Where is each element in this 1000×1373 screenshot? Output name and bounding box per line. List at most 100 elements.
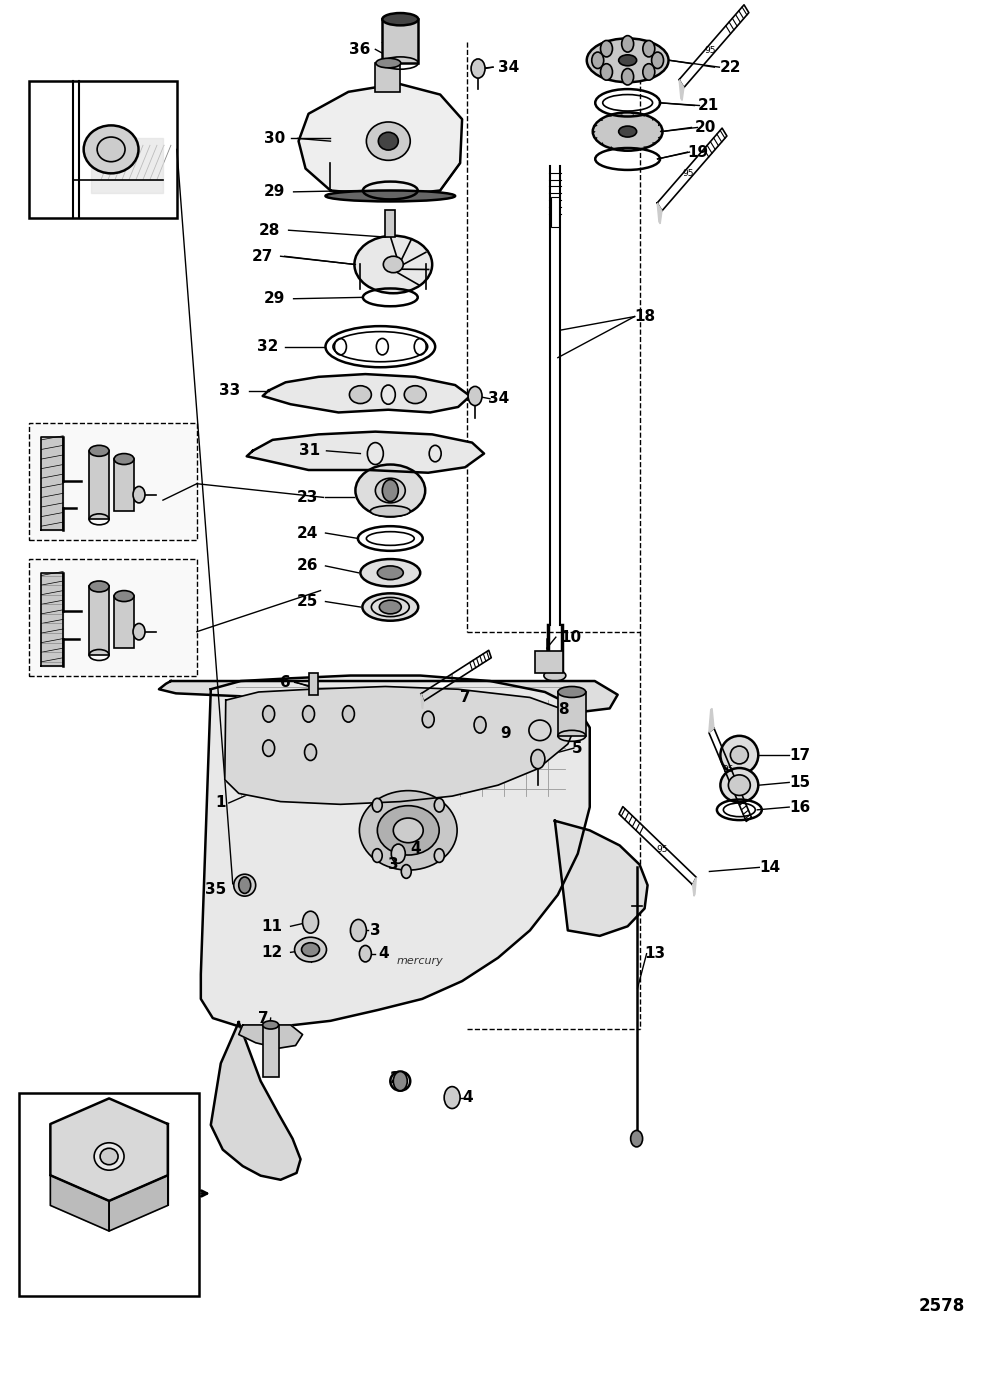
Text: 30: 30	[264, 130, 286, 146]
Ellipse shape	[720, 736, 758, 774]
Bar	[89, 586, 109, 655]
Ellipse shape	[89, 445, 109, 456]
Text: 20: 20	[694, 119, 716, 135]
Bar	[558, 692, 586, 736]
Polygon shape	[709, 708, 714, 732]
Circle shape	[303, 912, 319, 934]
Bar	[263, 1026, 279, 1076]
Text: 31: 31	[299, 443, 320, 459]
Ellipse shape	[587, 38, 669, 82]
Ellipse shape	[355, 464, 425, 516]
Text: 28: 28	[259, 222, 281, 238]
Ellipse shape	[377, 566, 403, 579]
Bar	[535, 651, 563, 673]
Ellipse shape	[263, 1022, 279, 1028]
Circle shape	[601, 40, 612, 56]
Ellipse shape	[558, 686, 586, 697]
Ellipse shape	[97, 137, 125, 162]
Text: 95: 95	[656, 846, 668, 854]
Polygon shape	[41, 437, 63, 530]
Text: 3: 3	[370, 923, 381, 938]
Text: 11: 11	[262, 919, 283, 934]
Text: mercury: mercury	[397, 956, 444, 965]
Text: 2: 2	[390, 1071, 400, 1086]
Polygon shape	[421, 693, 423, 708]
Ellipse shape	[100, 1148, 118, 1164]
Bar	[19, 1093, 199, 1296]
Ellipse shape	[89, 581, 109, 592]
Circle shape	[471, 59, 485, 78]
Ellipse shape	[234, 875, 256, 897]
Circle shape	[531, 750, 545, 769]
Ellipse shape	[728, 774, 750, 795]
Circle shape	[382, 479, 398, 501]
Bar	[29, 423, 197, 540]
Text: 95: 95	[722, 765, 734, 774]
Ellipse shape	[619, 55, 637, 66]
Ellipse shape	[376, 58, 401, 67]
Polygon shape	[555, 821, 648, 936]
Circle shape	[643, 63, 655, 80]
Text: 15: 15	[789, 774, 810, 789]
Polygon shape	[619, 806, 696, 884]
Bar	[29, 81, 177, 218]
Ellipse shape	[720, 768, 758, 802]
Bar	[375, 63, 400, 92]
Circle shape	[342, 706, 354, 722]
Circle shape	[592, 52, 604, 69]
Circle shape	[133, 623, 145, 640]
Text: 35: 35	[205, 881, 226, 897]
Ellipse shape	[302, 943, 320, 957]
Text: 36: 36	[349, 41, 370, 56]
Polygon shape	[679, 80, 684, 100]
Polygon shape	[225, 686, 575, 805]
Bar	[382, 19, 418, 63]
Ellipse shape	[114, 453, 134, 464]
Text: 4: 4	[410, 840, 421, 855]
Circle shape	[434, 849, 444, 862]
Ellipse shape	[378, 132, 398, 150]
Text: 29: 29	[264, 184, 286, 199]
Circle shape	[622, 69, 634, 85]
Ellipse shape	[619, 126, 637, 137]
Circle shape	[444, 1086, 460, 1108]
Text: 5: 5	[572, 740, 582, 755]
Circle shape	[239, 877, 251, 894]
Ellipse shape	[295, 938, 326, 962]
Ellipse shape	[349, 386, 371, 404]
Ellipse shape	[544, 670, 566, 681]
Text: 25: 25	[297, 595, 319, 610]
Polygon shape	[50, 1098, 168, 1201]
Circle shape	[350, 920, 366, 942]
Ellipse shape	[404, 386, 426, 404]
Text: 7: 7	[460, 691, 471, 704]
Circle shape	[303, 706, 315, 722]
Circle shape	[468, 386, 482, 405]
Ellipse shape	[362, 593, 418, 621]
Text: 27: 27	[251, 249, 273, 264]
Ellipse shape	[366, 122, 410, 161]
Polygon shape	[247, 431, 484, 472]
Text: 2578: 2578	[919, 1297, 965, 1315]
Circle shape	[393, 1071, 407, 1090]
Polygon shape	[211, 1023, 301, 1179]
Circle shape	[263, 706, 275, 722]
Bar	[89, 450, 109, 519]
Text: 21: 21	[697, 97, 719, 113]
Polygon shape	[263, 373, 470, 412]
Circle shape	[133, 486, 145, 503]
Text: 17: 17	[789, 747, 810, 762]
Bar	[551, 198, 559, 228]
Bar	[114, 459, 134, 511]
Text: 3: 3	[388, 857, 399, 872]
Polygon shape	[299, 84, 462, 196]
Ellipse shape	[359, 791, 457, 870]
Ellipse shape	[325, 191, 455, 202]
Text: 10: 10	[560, 630, 581, 645]
Text: 14: 14	[759, 859, 780, 875]
Text: 6: 6	[280, 676, 291, 689]
Ellipse shape	[84, 125, 139, 173]
Ellipse shape	[114, 590, 134, 601]
Ellipse shape	[383, 257, 403, 273]
Polygon shape	[679, 4, 749, 88]
